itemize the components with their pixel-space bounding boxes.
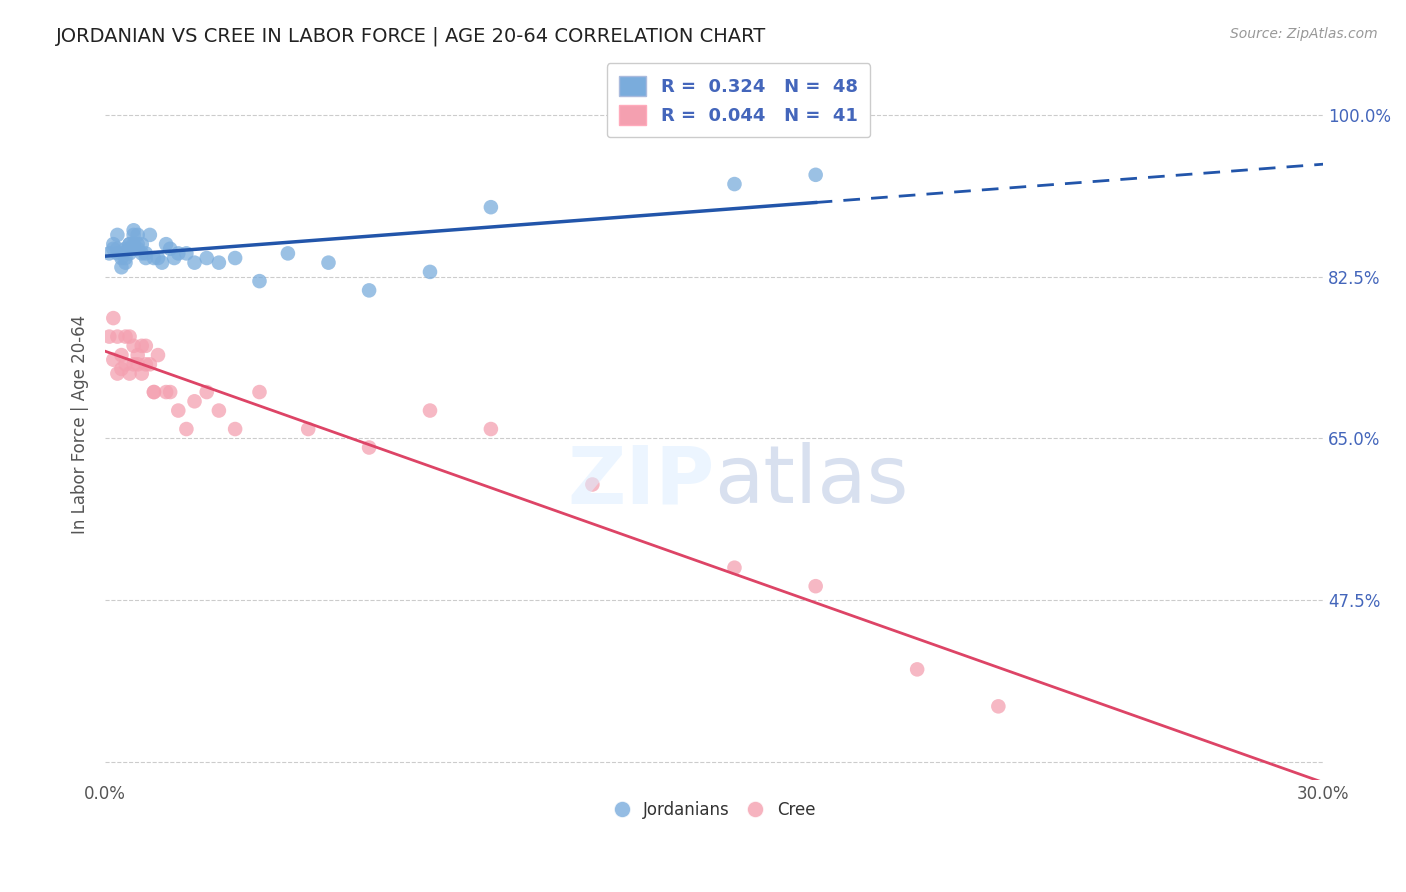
Point [122,237,145,252]
Point [114,251,136,265]
Point [142,385,165,400]
Point [318,255,340,269]
Point [208,403,231,417]
Point [127,357,149,371]
Point [419,403,441,417]
Point [122,357,145,371]
Point [139,227,162,242]
Text: atlas: atlas [714,442,908,520]
Point [98,246,121,260]
Point [249,385,271,400]
Point [146,348,169,362]
Point [146,251,169,265]
Point [127,237,149,252]
Point [135,339,157,353]
Point [905,662,928,676]
Point [479,422,502,436]
Point [98,329,121,343]
Legend: Jordanians, Cree: Jordanians, Cree [606,794,821,825]
Point [142,251,165,265]
Point [723,177,745,191]
Point [135,246,157,260]
Point [118,329,141,343]
Point [131,367,153,381]
Point [118,242,141,256]
Point [131,237,153,252]
Point [131,246,153,260]
Point [723,560,745,574]
Point [105,227,128,242]
Point [159,385,181,400]
Y-axis label: In Labor Force | Age 20-64: In Labor Force | Age 20-64 [72,315,89,534]
Point [159,242,181,256]
Point [224,251,246,265]
Point [110,362,132,376]
Point [183,394,205,409]
Point [103,242,125,256]
Point [110,260,132,275]
Point [122,242,145,256]
Point [103,352,125,367]
Point [249,274,271,288]
Point [155,237,177,252]
Point [118,367,141,381]
Point [195,385,218,400]
Point [167,246,190,260]
Point [122,339,145,353]
Point [142,385,165,400]
Point [127,242,149,256]
Point [987,699,1010,714]
Point [118,246,141,260]
Point [419,265,441,279]
Point [127,348,149,362]
Text: Source: ZipAtlas.com: Source: ZipAtlas.com [1230,27,1378,41]
Point [208,255,231,269]
Point [135,357,157,371]
Point [581,477,603,491]
Point [150,255,173,269]
Point [105,329,128,343]
Point [163,251,186,265]
Point [359,284,381,298]
Point [131,339,153,353]
Point [105,242,128,256]
Point [195,251,218,265]
Point [155,385,177,400]
Point [103,311,125,326]
Point [127,227,149,242]
Point [110,246,132,260]
Point [183,255,205,269]
Point [804,168,827,182]
Point [114,357,136,371]
Point [103,237,125,252]
Text: ZIP: ZIP [567,442,714,520]
Point [114,242,136,256]
Point [359,441,381,455]
Point [167,403,190,417]
Point [277,246,299,260]
Point [105,246,128,260]
Point [176,246,198,260]
Point [479,200,502,214]
Point [804,579,827,593]
Point [139,357,162,371]
Point [105,367,128,381]
Point [122,223,145,237]
Point [114,329,136,343]
Point [176,422,198,436]
Point [122,227,145,242]
Point [135,251,157,265]
Point [297,422,319,436]
Point [110,251,132,265]
Point [110,348,132,362]
Point [118,237,141,252]
Point [224,422,246,436]
Point [118,237,141,252]
Point [114,255,136,269]
Text: JORDANIAN VS CREE IN LABOR FORCE | AGE 20-64 CORRELATION CHART: JORDANIAN VS CREE IN LABOR FORCE | AGE 2… [56,27,766,46]
